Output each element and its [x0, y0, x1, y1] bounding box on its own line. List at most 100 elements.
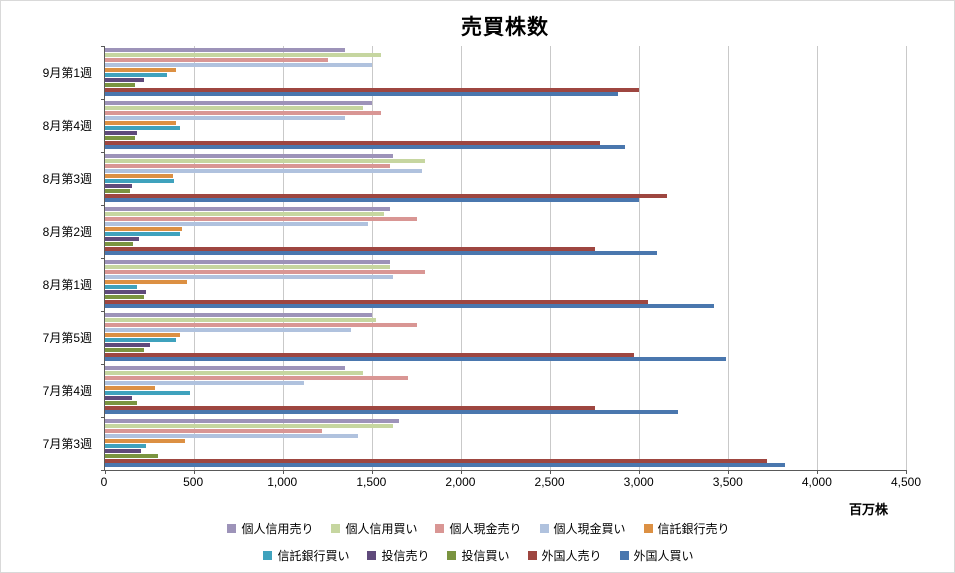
x-axis-tick [194, 470, 195, 474]
category-label: 8月第1週 [42, 278, 92, 292]
bar [105, 188, 130, 193]
x-axis-tick [461, 470, 462, 474]
y-axis-labels: 9月第1週 8月第4週 8月第3週 8月第2週 8月第1週 7月第5週 7月第4週 7月第3週 [1, 46, 98, 470]
bar [105, 439, 186, 443]
bar [105, 265, 390, 270]
legend-swatch [539, 524, 549, 533]
legend-swatch [643, 524, 653, 533]
bar [105, 92, 618, 97]
bar [105, 419, 399, 424]
legend-label: 個人信用売り [241, 522, 314, 536]
legend-item: 個人現金買い [539, 520, 626, 537]
bar [105, 77, 145, 82]
gridline [550, 46, 551, 470]
bar [105, 386, 155, 390]
bar [105, 260, 390, 265]
y-axis-tick [101, 46, 105, 47]
legend-item: 投信売り [367, 547, 429, 564]
bar [105, 222, 369, 227]
bar [105, 154, 394, 159]
y-axis-tick [101, 311, 105, 312]
bar [105, 241, 134, 246]
category-label: 7月第5週 [42, 331, 92, 345]
x-axis-labels: 0 500 1,000 1,500 2,000 2,500 3,000 3,500 4,000 4… [100, 475, 921, 491]
bar [105, 366, 346, 371]
bar [105, 164, 390, 169]
gridline [194, 46, 195, 470]
bar [105, 125, 180, 130]
bar [105, 328, 351, 333]
bar [105, 48, 346, 53]
bar-group [105, 311, 906, 364]
bar [105, 183, 132, 188]
bar [105, 429, 323, 434]
bar [105, 130, 138, 135]
bar [105, 72, 168, 77]
bar [105, 231, 180, 236]
bar-group [105, 46, 906, 99]
bar-group [105, 205, 906, 258]
legend-label: 個人信用買い [345, 522, 418, 536]
gridline [817, 46, 818, 470]
gridline [728, 46, 729, 470]
y-axis-tick [101, 417, 105, 418]
legend-label: 信託銀行売り [657, 522, 730, 536]
x-axis-tick [283, 470, 284, 474]
x-axis-tick [105, 470, 106, 474]
y-axis-tick [101, 258, 105, 259]
legend-swatch [367, 551, 377, 560]
bar [105, 178, 175, 183]
x-axis-tick [550, 470, 551, 474]
bar [105, 53, 381, 58]
legend-item: 個人信用買い [331, 520, 417, 537]
bar [105, 251, 657, 256]
legend-label: 投信売り [381, 549, 430, 563]
x-tick-label: 0 [100, 475, 108, 489]
category-label: 8月第4週 [42, 119, 92, 133]
bar [105, 313, 372, 318]
bar [105, 101, 372, 106]
x-axis-tick [817, 470, 818, 474]
y-axis-tick [101, 205, 105, 206]
legend-swatch [447, 551, 457, 560]
bar [105, 198, 639, 203]
bar [105, 434, 358, 439]
bar [105, 395, 132, 400]
y-axis-tick [101, 99, 105, 100]
x-axis-tick [906, 470, 907, 474]
bar [105, 116, 346, 121]
bar [105, 169, 422, 174]
legend-item: 個人現金売り [435, 520, 522, 537]
legend-swatch [435, 524, 445, 533]
legend-label: 信託銀行買い [277, 549, 350, 563]
bar [105, 352, 634, 357]
bar [105, 405, 595, 410]
bar [105, 299, 648, 304]
bar [105, 140, 600, 145]
y-axis-tick [101, 470, 105, 471]
axis-unit-label: 百万株 [848, 502, 888, 517]
bar [105, 63, 372, 68]
bar [105, 337, 177, 342]
bar [105, 443, 146, 448]
bar [105, 323, 417, 328]
legend-label: 個人現金買い [553, 522, 626, 536]
bar [105, 145, 625, 150]
x-tick-label: 4,500 [890, 475, 922, 489]
bar [105, 347, 145, 352]
bar-group [105, 152, 906, 205]
chart-title: 売買株数 [461, 16, 549, 39]
legend-item: 外国人売り [527, 547, 602, 564]
legend: 個人信用売り 個人信用買い 個人現金売り 個人現金買い 信託銀行売り信託銀行買い 投信売り… [1, 515, 954, 569]
bar [105, 135, 136, 140]
bar [105, 458, 768, 463]
y-axis-tick [101, 152, 105, 153]
bar [105, 289, 146, 294]
gridline [283, 46, 284, 470]
bar [105, 357, 727, 362]
legend-row: 個人信用売り 個人信用買い 個人現金売り 個人現金買い 信託銀行売り [1, 515, 954, 542]
legend-item: 外国人買い [619, 547, 694, 564]
legend-label: 外国人売り [541, 549, 602, 563]
bar-group [105, 258, 906, 311]
